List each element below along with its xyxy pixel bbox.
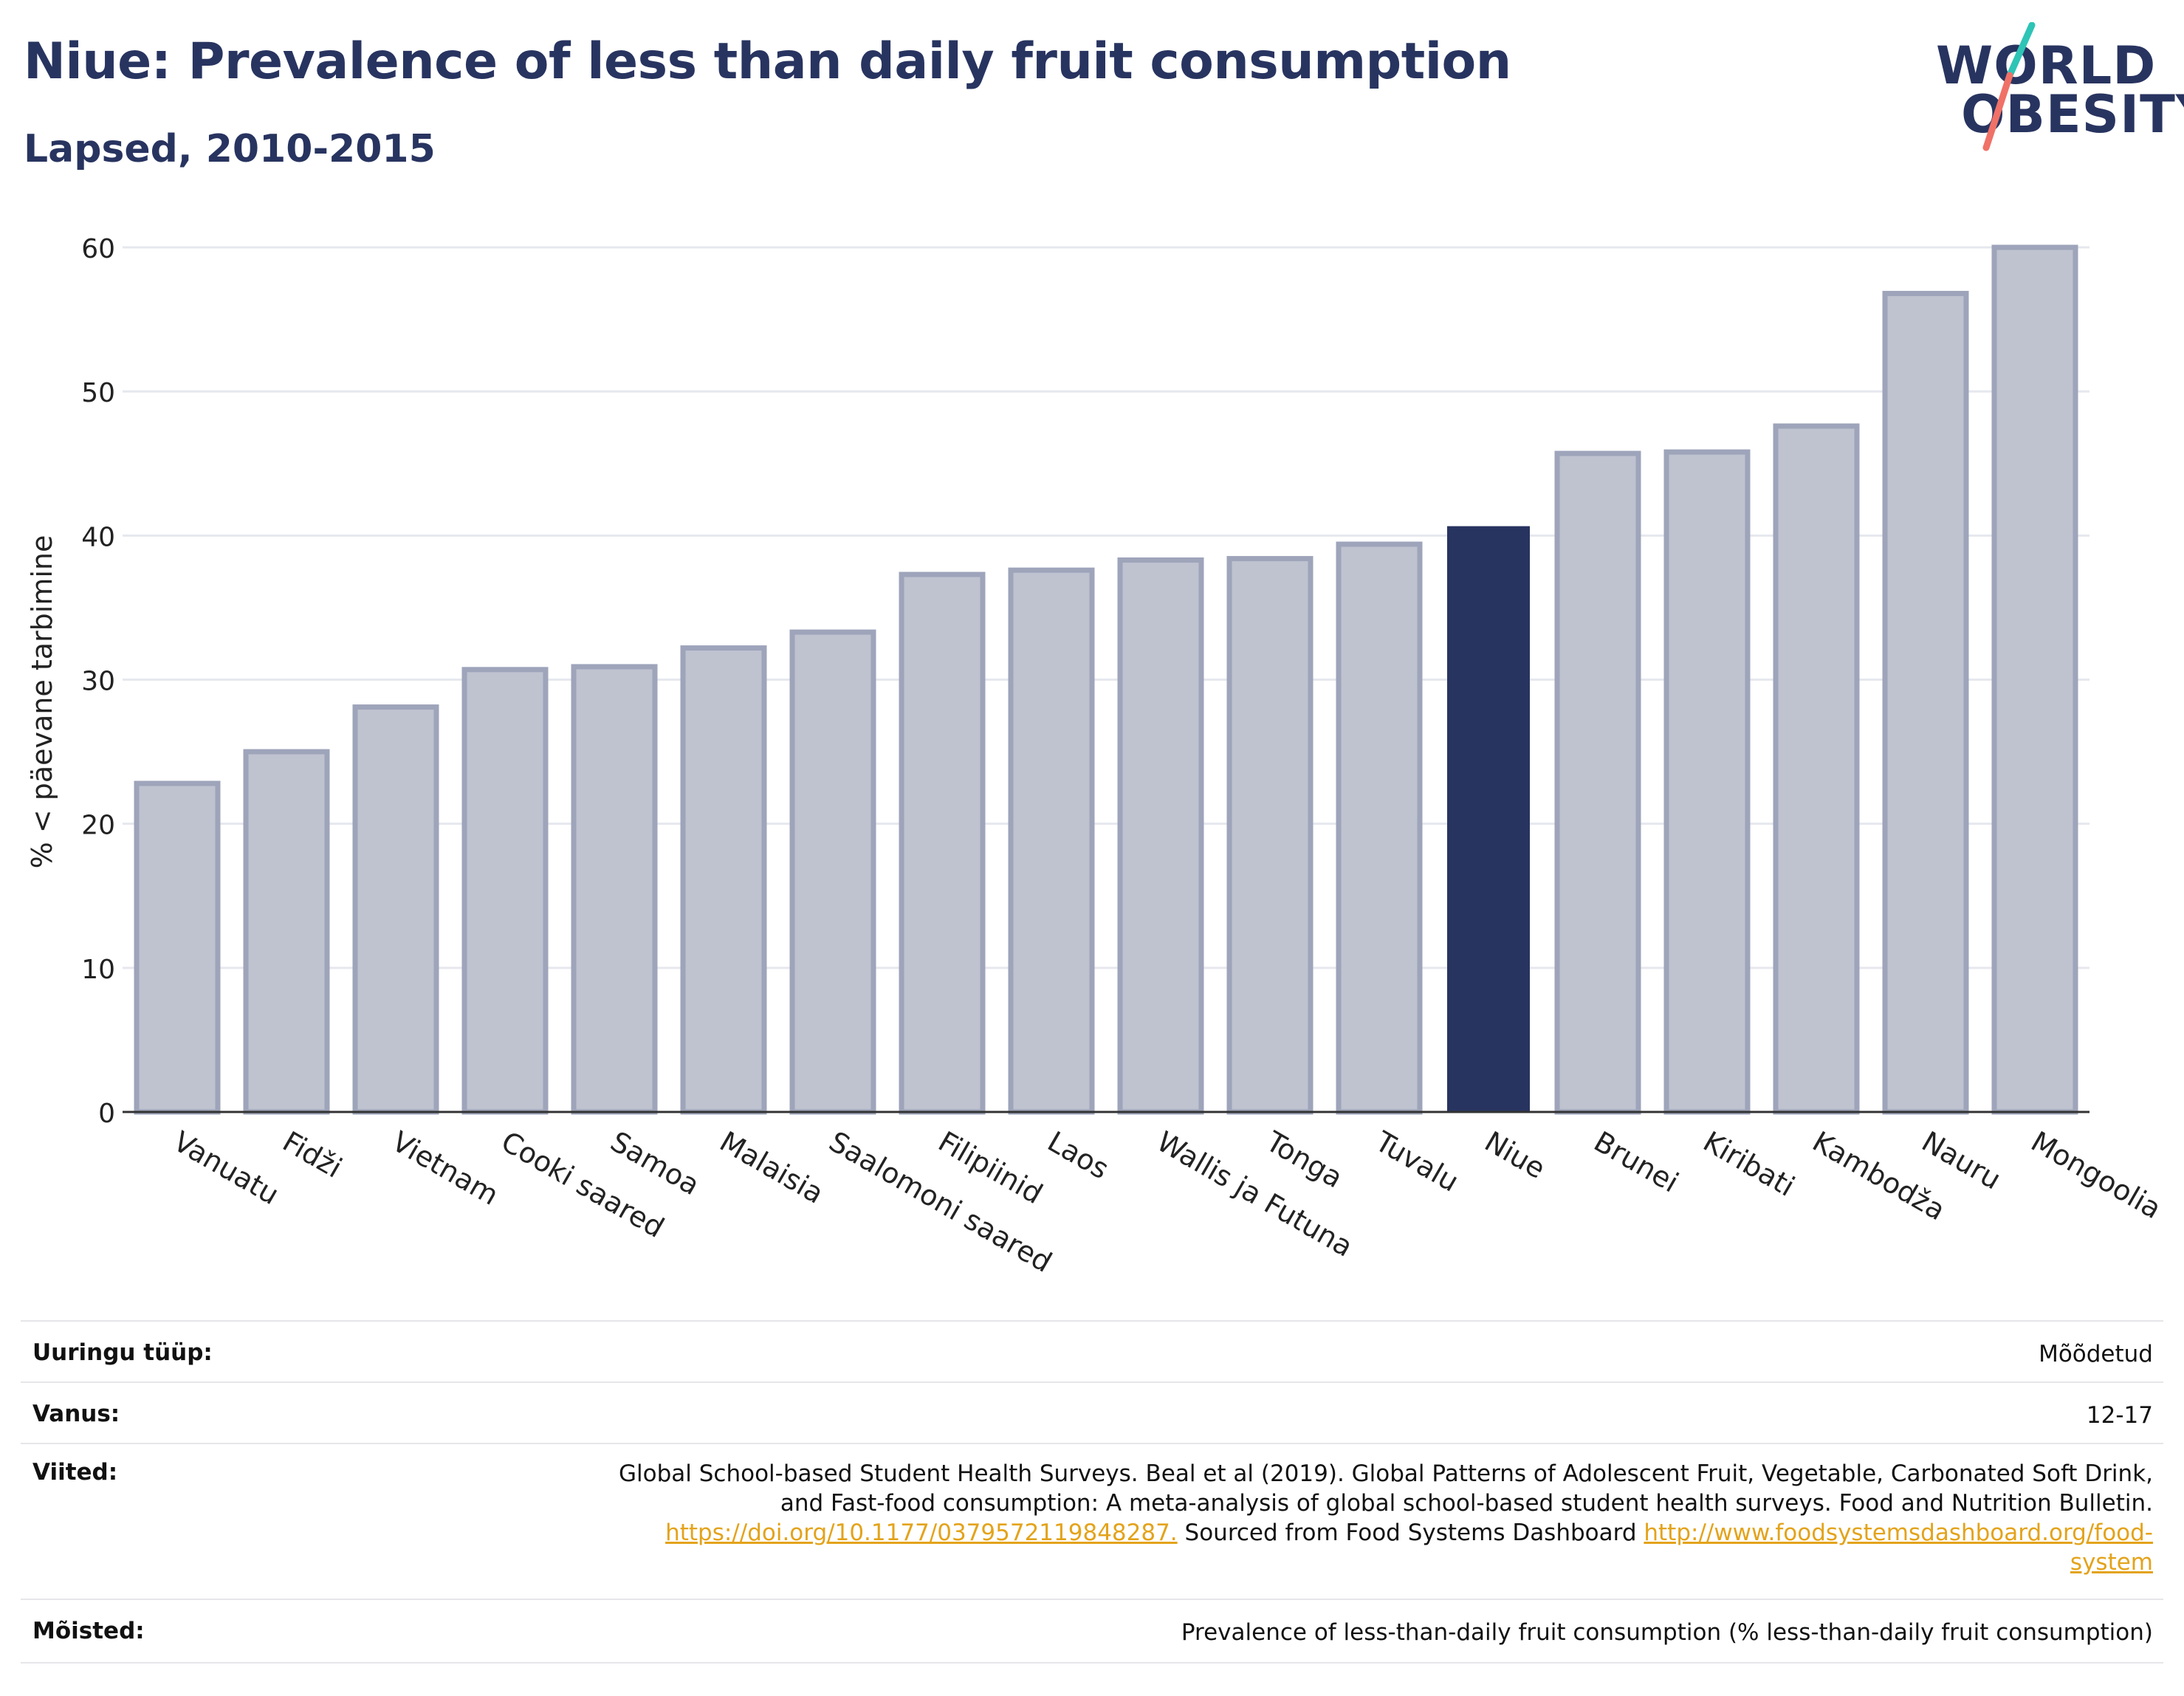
bar-brunei [1554,450,1641,1115]
x-tick-label: Tonga [1260,1125,1348,1194]
bar-kiribati [1663,449,1751,1115]
bar-niue [1447,526,1530,1113]
meta-label-definitions: Mõisted: [32,1618,145,1644]
bar-laos [1008,567,1095,1115]
meta-row-survey-type: Uuringu tüüp: Mõõdetud [21,1320,2163,1381]
meta-value-survey-type: Mõõdetud [2039,1341,2153,1367]
meta-row-definitions: Mõisted: Prevalence of less-than-daily f… [21,1599,2163,1664]
logo-slash-icon [1982,22,2036,151]
food-systems-link-cont[interactable]: system [2070,1549,2153,1576]
bar-mongoolia [1991,244,2078,1115]
x-tick-label: Brunei [1589,1125,1684,1199]
chart-subtitle: Lapsed, 2010-2015 [24,127,436,171]
x-tick-label: Niue [1480,1125,1551,1185]
bar-chart: 0 10 20 30 40 50 60 % < päevane tarbimine Vanuat… [26,234,2167,1279]
doi-link[interactable]: https://doi.org/10.1177/0379572119848287… [665,1520,1178,1546]
meta-label-survey-type: Uuringu tüüp: [32,1339,213,1366]
x-tick-label: Wallis ja Futuna [1152,1125,1359,1263]
y-tick-label: 0 [98,1099,115,1129]
world-obesity-logo: WORLD OBESITY [1927,22,2184,155]
meta-row-references: Viited: Global School-based Student Heal… [21,1443,2163,1599]
y-tick-label: 40 [81,522,115,552]
bar-nauru [1882,290,1969,1115]
x-tick-label: Nauru [1917,1125,2007,1196]
bar-kambodža [1773,423,1860,1115]
bar-filipiinid [899,571,986,1115]
bar-wallis-ja-futuna [1117,557,1204,1115]
bar-samoa [571,664,658,1115]
x-tick-label: Laos [1043,1125,1115,1186]
metadata-table: Uuringu tüüp: Mõõdetud Vanus: 12-17 Viit… [21,1320,2163,1664]
reference-line-1: Global School-based Student Health Surve… [619,1460,2153,1487]
y-axis-label: % < päevane tarbimine [26,535,58,869]
y-tick-label: 20 [81,811,115,841]
logo-text-world: WORLD [1936,35,2157,96]
bar-malaisia [680,645,767,1115]
meta-label-age: Vanus: [32,1401,120,1427]
x-tick-label: Mongoolia [2026,1125,2167,1226]
y-tick-label: 60 [81,234,115,264]
x-tick-label: Vanuatu [168,1125,285,1211]
reference-line-2: and Fast-food consumption: A meta-analys… [780,1490,2153,1517]
bar-cooki-saared [461,667,549,1115]
meta-label-references: Viited: [32,1459,118,1486]
bar-vanuatu [134,780,221,1115]
bar-fidži [243,749,330,1115]
reference-sourced-text: Sourced from Food Systems Dashboard [1177,1520,1644,1546]
chart-svg: 0 10 20 30 40 50 60 % < päevane tarbimine Vanuat… [26,234,2167,1279]
bar-saalomoni-saared [789,629,876,1115]
meta-value-age: 12-17 [2086,1402,2153,1429]
y-tick-label: 30 [81,667,115,697]
bar-tonga [1226,556,1314,1115]
x-tick-label: Malaisia [715,1125,829,1210]
y-tick-label: 50 [81,378,115,408]
meta-value-definitions: Prevalence of less-than-daily fruit cons… [1181,1619,2153,1646]
reference-line-3: https://doi.org/10.1177/0379572119848287… [619,1518,2153,1548]
food-systems-link[interactable]: http://www.foodsystemsdashboard.org/food… [1644,1520,2153,1546]
chart-title: Niue: Prevalence of less than daily frui… [24,32,1511,91]
reference-line-4: system [619,1548,2153,1577]
y-tick-label: 10 [81,955,115,985]
bar-tuvalu [1336,541,1423,1115]
x-tick-label: Vietnam [387,1125,504,1212]
bar-vietnam [352,704,439,1115]
x-tick-label: Fidži [278,1125,348,1184]
x-tick-label: Tuvalu [1370,1125,1464,1198]
x-tick-label: Kiribati [1698,1125,1801,1203]
meta-value-references: Global School-based Student Health Surve… [619,1459,2163,1577]
meta-row-age: Vanus: 12-17 [21,1381,2163,1443]
